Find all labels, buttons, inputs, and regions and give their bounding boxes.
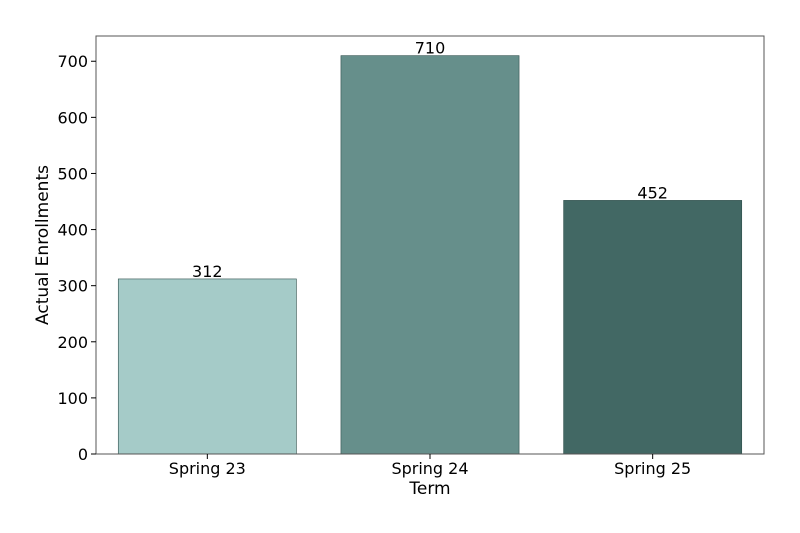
y-tick-label: 500 (57, 164, 88, 183)
bar-spring-23 (117, 278, 297, 455)
y-tick-label: 100 (57, 389, 88, 408)
y-tick-label: 200 (57, 333, 88, 352)
y-tick-label: 300 (57, 277, 88, 296)
bar-spring-25 (563, 200, 743, 455)
data-label: 452 (637, 183, 668, 202)
y-tick-label: 400 (57, 221, 88, 240)
x-tick-label: Spring 23 (169, 459, 246, 478)
data-labels-group: 312 710 452 (192, 39, 668, 281)
y-tick-label: 600 (57, 108, 88, 127)
data-label: 710 (415, 39, 446, 58)
y-tick-label: 700 (57, 52, 88, 71)
bars-group (117, 55, 743, 455)
y-tick-label: 0 (78, 445, 88, 464)
x-tick-label: Spring 25 (614, 459, 691, 478)
y-axis-title: Actual Enrollments (33, 165, 53, 325)
data-label: 312 (192, 262, 223, 281)
x-axis-title: Term (408, 479, 450, 499)
x-tick-label: Spring 24 (391, 459, 468, 478)
bar-spring-24 (340, 55, 520, 455)
x-axis: Spring 23 Spring 24 Spring 25 (169, 454, 691, 478)
y-axis: 0 100 200 300 400 500 600 700 (57, 52, 96, 464)
